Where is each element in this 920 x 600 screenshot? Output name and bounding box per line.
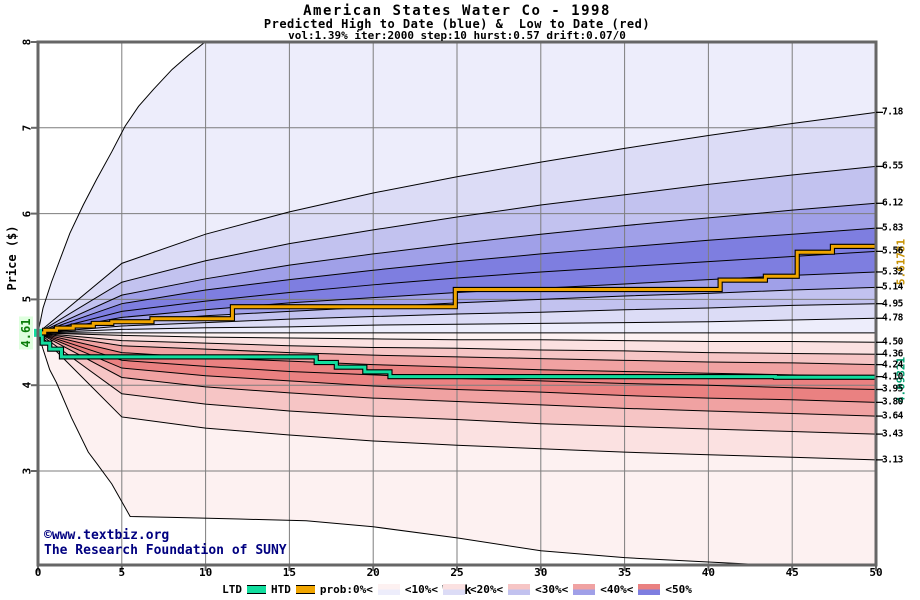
quantile-value-label: 5.83 bbox=[882, 222, 903, 234]
page-title: American States Water Co - 1998 bbox=[303, 3, 611, 19]
probability-band-swatch bbox=[442, 584, 465, 595]
y-tick-label: 4 bbox=[20, 381, 34, 389]
y-tick-label: 7 bbox=[20, 124, 34, 132]
legend-prob-label: <40%< bbox=[600, 583, 634, 596]
probability-band-swatch bbox=[573, 584, 596, 595]
quantile-value-label: 3.43 bbox=[882, 428, 903, 440]
quantile-value-label: 4.78 bbox=[882, 312, 903, 324]
quantile-value-label: 6.12 bbox=[882, 197, 903, 209]
y-tick-label: 3 bbox=[20, 467, 34, 475]
x-tick-label: 50 bbox=[869, 566, 883, 579]
x-tick-label: 10 bbox=[198, 566, 213, 579]
legend-ltd-label: LTD bbox=[222, 583, 242, 596]
x-tick-label: 30 bbox=[534, 566, 548, 579]
quantile-value-label: 3.95 bbox=[882, 383, 903, 395]
quantile-value-label: 5.32 bbox=[882, 266, 903, 278]
legend-prob-label: <50% bbox=[665, 583, 692, 596]
probability-band-swatch bbox=[508, 584, 531, 595]
quantile-value-label: 4.36 bbox=[882, 348, 903, 360]
y-tick-label: 6 bbox=[20, 210, 34, 217]
x-tick-label: 40 bbox=[701, 566, 716, 579]
start-price-label: 4.61 bbox=[19, 316, 33, 350]
simulation-params: vol:1.39% iter:2000 step:10 hurst:0.57 d… bbox=[288, 29, 626, 42]
legend-prob-label: <30%< bbox=[535, 583, 569, 596]
quantile-value-label: 3.80 bbox=[882, 396, 903, 408]
x-tick-label: 35 bbox=[617, 566, 632, 579]
quantile-value-label: 4.24 bbox=[882, 359, 903, 371]
y-tick-label: 8 bbox=[20, 38, 34, 46]
chart-subtitle: Predicted High to Date (blue) & Low to D… bbox=[263, 17, 651, 31]
quantile-value-label: 6.55 bbox=[882, 160, 903, 172]
quantile-value-label: 4.50 bbox=[882, 336, 903, 348]
quantile-value-label: 7.18 bbox=[882, 106, 903, 118]
x-tick-label: 20 bbox=[366, 566, 380, 579]
copyright-org: The Research Foundation of SUNY bbox=[44, 543, 287, 558]
probability-band-swatch bbox=[638, 584, 661, 595]
quantile-value-label: 5.56 bbox=[882, 245, 903, 257]
quantile-value-label: 5.14 bbox=[882, 281, 903, 293]
legend-prob-label: <10%< bbox=[404, 583, 438, 596]
x-tick-label: 15 bbox=[282, 566, 297, 579]
quantile-value-label: 4.10 bbox=[882, 371, 903, 383]
quantile-value-label: 3.13 bbox=[882, 454, 903, 466]
legend-htd-label: HTD bbox=[271, 583, 291, 596]
quantile-value-label: 3.64 bbox=[882, 410, 903, 422]
y-axis-label: Price ($) bbox=[5, 225, 19, 291]
probability-band-swatch bbox=[377, 584, 400, 595]
legend: LTD HTD prob:0%< <10%< <20%< <30%< <40%< <50% bbox=[0, 583, 914, 596]
legend-prob-label: prob:0%< bbox=[319, 583, 373, 596]
copyright-link[interactable]: ©www.textbiz.org bbox=[44, 528, 170, 543]
x-tick-label: 45 bbox=[785, 566, 799, 579]
htd-line-swatch bbox=[295, 585, 315, 594]
legend-prob-label: <20%< bbox=[469, 583, 504, 596]
y-tick-label: 5 bbox=[20, 296, 34, 303]
ltd-line-swatch bbox=[247, 585, 266, 594]
x-tick-label: 25 bbox=[450, 566, 464, 579]
x-tick-label: 0 bbox=[34, 566, 42, 579]
x-tick-label: 5 bbox=[118, 566, 126, 579]
quantile-value-label: 4.95 bbox=[882, 298, 903, 310]
